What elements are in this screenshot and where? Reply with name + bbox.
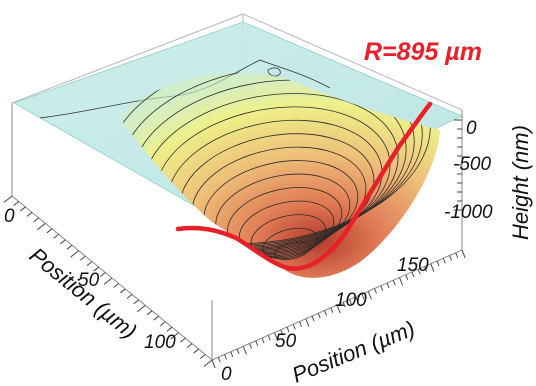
x-tick-mark bbox=[3, 195, 13, 203]
x-tick-mark bbox=[203, 359, 213, 367]
x-tick-mark bbox=[80, 255, 86, 261]
y-tick-mark bbox=[374, 288, 377, 294]
x-tick-mark bbox=[180, 337, 186, 343]
z-axis-title: Height (nm) bbox=[508, 125, 533, 240]
x-tick-label: 0 bbox=[4, 206, 15, 227]
z-tick-label: -1000 bbox=[444, 202, 493, 223]
y-tick-mark bbox=[317, 313, 321, 319]
y-tick-mark bbox=[461, 249, 466, 259]
z-tick-label: -500 bbox=[453, 154, 491, 175]
y-tick-label: 50 bbox=[275, 331, 297, 352]
x-tick-mark bbox=[153, 315, 159, 321]
y-axis-ticks bbox=[211, 249, 466, 369]
y-tick-mark bbox=[430, 263, 435, 272]
contour-ring bbox=[120, 72, 423, 246]
y-tick-mark bbox=[230, 351, 234, 357]
x-tick-mark bbox=[26, 212, 33, 217]
y-tick-mark bbox=[236, 348, 240, 355]
x-tick-mark bbox=[133, 299, 139, 305]
x-tick-mark bbox=[37, 222, 46, 231]
x-tick-mark bbox=[103, 277, 113, 285]
x-tick-label: 100 bbox=[144, 332, 176, 353]
x-tick-mark bbox=[13, 201, 19, 206]
radius-annotation: R=895 µm bbox=[364, 38, 482, 66]
x-tick-mark bbox=[66, 244, 73, 250]
x-tick-mark bbox=[93, 266, 99, 272]
z-tick-label: 0 bbox=[466, 118, 477, 139]
y-tick-mark bbox=[380, 285, 384, 291]
fit-profile-line bbox=[175, 101, 433, 271]
y-tick-label: 150 bbox=[397, 255, 429, 276]
y-tick-mark bbox=[361, 293, 365, 300]
y-tick-mark bbox=[355, 296, 359, 302]
y-tick-mark bbox=[211, 359, 216, 369]
y-tick-mark bbox=[324, 310, 327, 316]
y-tick-mark bbox=[399, 277, 404, 286]
y-axis-title: Position (µm) bbox=[289, 316, 419, 386]
y-tick-mark bbox=[455, 252, 459, 258]
y-tick-mark bbox=[224, 354, 227, 360]
x-tick-label: 50 bbox=[78, 270, 100, 291]
y-tick-mark bbox=[367, 291, 372, 300]
y-tick-mark bbox=[255, 340, 259, 346]
x-tick-mark bbox=[60, 239, 66, 245]
x-tick-mark bbox=[137, 304, 146, 313]
y-tick-mark bbox=[267, 335, 271, 341]
y-tick-mark bbox=[286, 326, 290, 333]
y-tick-mark bbox=[386, 282, 390, 289]
y-tick-mark bbox=[311, 315, 315, 322]
y-tick-mark bbox=[436, 260, 440, 267]
y-tick-mark bbox=[299, 321, 302, 327]
y-tick-mark bbox=[336, 304, 341, 314]
y-tick-mark bbox=[305, 318, 310, 327]
y-tick-mark bbox=[249, 343, 252, 349]
x-tick-mark bbox=[86, 261, 93, 266]
y-tick-mark bbox=[292, 324, 296, 330]
x-tick-mark bbox=[20, 206, 26, 212]
y-tick-mark bbox=[424, 266, 427, 272]
y-tick-mark bbox=[342, 302, 346, 308]
x-tick-mark bbox=[160, 321, 166, 327]
x-tick-mark bbox=[70, 250, 79, 258]
y-tick-mark bbox=[330, 307, 334, 313]
y-tick-mark bbox=[242, 346, 247, 355]
y-tick-mark bbox=[392, 280, 396, 286]
x-tick-mark bbox=[146, 310, 153, 316]
y-tick-mark bbox=[280, 329, 284, 335]
y-tick-mark bbox=[411, 271, 415, 278]
y-tick-mark bbox=[442, 258, 446, 264]
z-axis-ticks bbox=[454, 119, 462, 211]
y-tick-mark bbox=[274, 332, 279, 341]
y-tick-mark bbox=[449, 255, 452, 261]
x-tick-mark bbox=[186, 343, 193, 348]
x-tick-mark bbox=[100, 272, 106, 277]
x-tick-mark bbox=[193, 348, 199, 354]
x-tick-mark bbox=[113, 283, 119, 288]
y-tick-label: 0 bbox=[221, 364, 232, 385]
x-tick-mark bbox=[120, 288, 126, 294]
y-tick-mark bbox=[261, 337, 265, 344]
x-tick-mark bbox=[53, 233, 59, 239]
x-axis-ticks bbox=[3, 195, 213, 367]
x-tick-mark bbox=[126, 294, 133, 299]
x-tick-mark bbox=[46, 228, 53, 234]
x-tick-mark bbox=[33, 217, 39, 223]
y-tick-mark bbox=[349, 299, 352, 305]
y-tick-mark bbox=[417, 269, 421, 275]
y-tick-label: 100 bbox=[335, 290, 367, 311]
y-tick-mark bbox=[217, 357, 221, 363]
x-tick-mark bbox=[200, 354, 206, 359]
x-tick-mark bbox=[170, 332, 179, 340]
y-tick-mark bbox=[405, 274, 409, 280]
x-tick-mark bbox=[166, 326, 173, 332]
plane-contour-small bbox=[267, 67, 281, 77]
